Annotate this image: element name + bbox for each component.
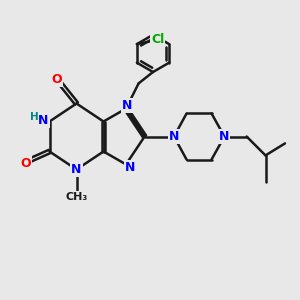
Text: O: O bbox=[21, 157, 32, 170]
Text: N: N bbox=[122, 99, 133, 112]
Text: N: N bbox=[219, 130, 230, 143]
Text: O: O bbox=[52, 73, 62, 86]
Text: CH₃: CH₃ bbox=[65, 191, 88, 202]
Text: N: N bbox=[124, 161, 135, 174]
Text: N: N bbox=[71, 163, 82, 176]
Text: N: N bbox=[169, 130, 179, 143]
Text: Cl: Cl bbox=[151, 33, 164, 46]
Text: N: N bbox=[38, 114, 49, 128]
Text: H: H bbox=[29, 112, 38, 122]
